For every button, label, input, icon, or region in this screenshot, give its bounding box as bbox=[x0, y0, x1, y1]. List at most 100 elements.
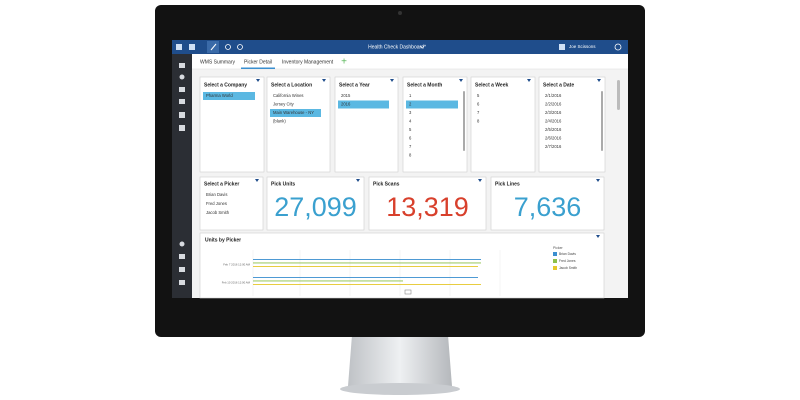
picker-item[interactable]: Jacob Smith bbox=[206, 210, 230, 215]
legend-swatch bbox=[553, 252, 557, 256]
title-dropdown[interactable] bbox=[419, 45, 425, 49]
sidebar-icon[interactable] bbox=[179, 63, 185, 68]
card bbox=[402, 76, 468, 173]
filter-item[interactable]: 2/3/2016 bbox=[545, 110, 562, 115]
legend-label[interactable]: Fred Jones bbox=[559, 259, 576, 263]
filter-item[interactable]: 8 bbox=[477, 119, 480, 124]
card-menu[interactable] bbox=[256, 79, 260, 82]
save-icon[interactable] bbox=[189, 44, 195, 50]
card-menu[interactable] bbox=[478, 179, 482, 182]
filter-item[interactable]: 2 bbox=[409, 102, 412, 107]
kpi-title: Pick Scans bbox=[373, 181, 400, 187]
chart-bar-line bbox=[253, 266, 478, 267]
filter-item[interactable]: Main Warehouse - NY bbox=[273, 110, 314, 115]
chart-card bbox=[199, 232, 605, 299]
card bbox=[470, 76, 536, 173]
tabs: WMS Summary Picker Detail Inventory Manage… bbox=[200, 59, 334, 69]
sidebar-icon[interactable] bbox=[179, 87, 185, 92]
card-menu[interactable] bbox=[596, 179, 600, 182]
filter-title: Select a Month bbox=[407, 82, 442, 88]
tab[interactable]: Picker Detail bbox=[244, 59, 272, 65]
legend-label[interactable]: Jacob Smith bbox=[559, 266, 577, 270]
undo-icon[interactable] bbox=[225, 44, 231, 50]
filter-item[interactable]: 5 bbox=[409, 127, 412, 132]
card-menu[interactable] bbox=[459, 79, 463, 82]
filter-item[interactable]: 4 bbox=[409, 119, 412, 124]
tab[interactable]: WMS Summary bbox=[200, 59, 236, 65]
list-scrollbar[interactable] bbox=[601, 91, 603, 151]
chart-bar-line bbox=[253, 280, 403, 282]
card-menu[interactable] bbox=[322, 79, 326, 82]
filter-item[interactable]: 5 bbox=[477, 93, 480, 98]
filter-item[interactable]: 7 bbox=[477, 110, 480, 115]
scrollbar[interactable] bbox=[617, 80, 620, 110]
filter-item[interactable]: 2015 bbox=[341, 93, 351, 98]
chart-title: Units by Picker bbox=[205, 237, 241, 243]
sidebar-icon[interactable] bbox=[179, 254, 185, 259]
card-menu[interactable] bbox=[390, 79, 394, 82]
legend-label[interactable]: Brian Davis bbox=[559, 252, 576, 256]
filter-item[interactable]: 3 bbox=[409, 110, 412, 115]
filter-item[interactable]: 6 bbox=[409, 136, 412, 141]
add-tab[interactable]: + bbox=[341, 57, 347, 68]
filter-item[interactable]: 2/7/2016 bbox=[545, 144, 562, 149]
picker-item[interactable]: Fred Jones bbox=[206, 201, 227, 206]
chart-bar-line bbox=[253, 277, 478, 278]
selected-highlight bbox=[203, 92, 255, 100]
user-name[interactable]: Joe Scissons bbox=[569, 44, 596, 49]
selected-highlight bbox=[406, 100, 458, 109]
card-menu[interactable] bbox=[527, 79, 531, 82]
filter-item[interactable]: 7 bbox=[409, 144, 412, 149]
date-label: Feb 7 2016 12:00 AM bbox=[223, 263, 250, 267]
filter-item[interactable]: 1 bbox=[409, 93, 412, 98]
filter-item[interactable]: Jersey City bbox=[273, 102, 295, 107]
list-scrollbar[interactable] bbox=[463, 91, 465, 151]
kpi-title: Pick Lines bbox=[495, 181, 520, 187]
picker-item[interactable]: Brian Davis bbox=[206, 192, 227, 197]
filter-item[interactable]: 2/6/2016 bbox=[545, 136, 562, 141]
tab[interactable]: Inventory Management bbox=[282, 59, 334, 65]
dashboard-title[interactable]: Health Check Dashboard* bbox=[368, 44, 426, 50]
card-menu[interactable] bbox=[356, 179, 360, 182]
filter-title: Select a Year bbox=[339, 82, 370, 88]
sidebar-icon[interactable] bbox=[179, 125, 185, 131]
chart-bar-line bbox=[253, 259, 481, 260]
selected-highlight bbox=[338, 100, 389, 109]
top-bar bbox=[172, 40, 628, 54]
sidebar-icon[interactable] bbox=[179, 74, 185, 80]
card-menu[interactable] bbox=[596, 235, 600, 238]
legend: Picker Brian Davis Fred Jones Jacob Smith bbox=[553, 246, 577, 270]
app-icon[interactable] bbox=[176, 44, 182, 50]
sidebar-icon[interactable] bbox=[179, 112, 185, 118]
sidebar-icon[interactable] bbox=[179, 280, 185, 285]
sidebar-icon[interactable] bbox=[179, 241, 185, 247]
card bbox=[266, 76, 331, 173]
card-menu[interactable] bbox=[255, 179, 259, 182]
card bbox=[490, 176, 605, 231]
monitor-base bbox=[340, 383, 460, 395]
filter-item[interactable]: 2/5/2016 bbox=[545, 127, 562, 132]
filter-item[interactable]: (blank) bbox=[273, 119, 286, 124]
filter-item[interactable]: 6 bbox=[477, 102, 480, 107]
filter-item[interactable]: California Wines bbox=[273, 93, 304, 98]
chart-grid bbox=[252, 250, 501, 296]
filter-item[interactable]: 2/4/2016 bbox=[545, 119, 562, 124]
filter-item[interactable]: 2/2/2016 bbox=[545, 102, 562, 107]
sidebar-icon[interactable] bbox=[179, 99, 185, 104]
filter-item[interactable]: Pharma World bbox=[206, 93, 233, 98]
redo-icon[interactable] bbox=[237, 44, 243, 50]
filter-item[interactable]: 2/1/2016 bbox=[545, 93, 562, 98]
filter-item[interactable]: 2016 bbox=[341, 102, 351, 107]
filter-item[interactable]: 8 bbox=[409, 153, 412, 158]
card-menu[interactable] bbox=[597, 79, 601, 82]
edit-icon bbox=[210, 43, 217, 51]
sidebar bbox=[172, 54, 192, 298]
help-icon[interactable] bbox=[614, 43, 622, 51]
chart-scroll-handle[interactable] bbox=[404, 289, 412, 295]
sidebar-icon[interactable] bbox=[179, 267, 185, 272]
card bbox=[538, 76, 606, 173]
filter-title: Select a Company bbox=[204, 82, 247, 88]
camera bbox=[398, 11, 402, 15]
